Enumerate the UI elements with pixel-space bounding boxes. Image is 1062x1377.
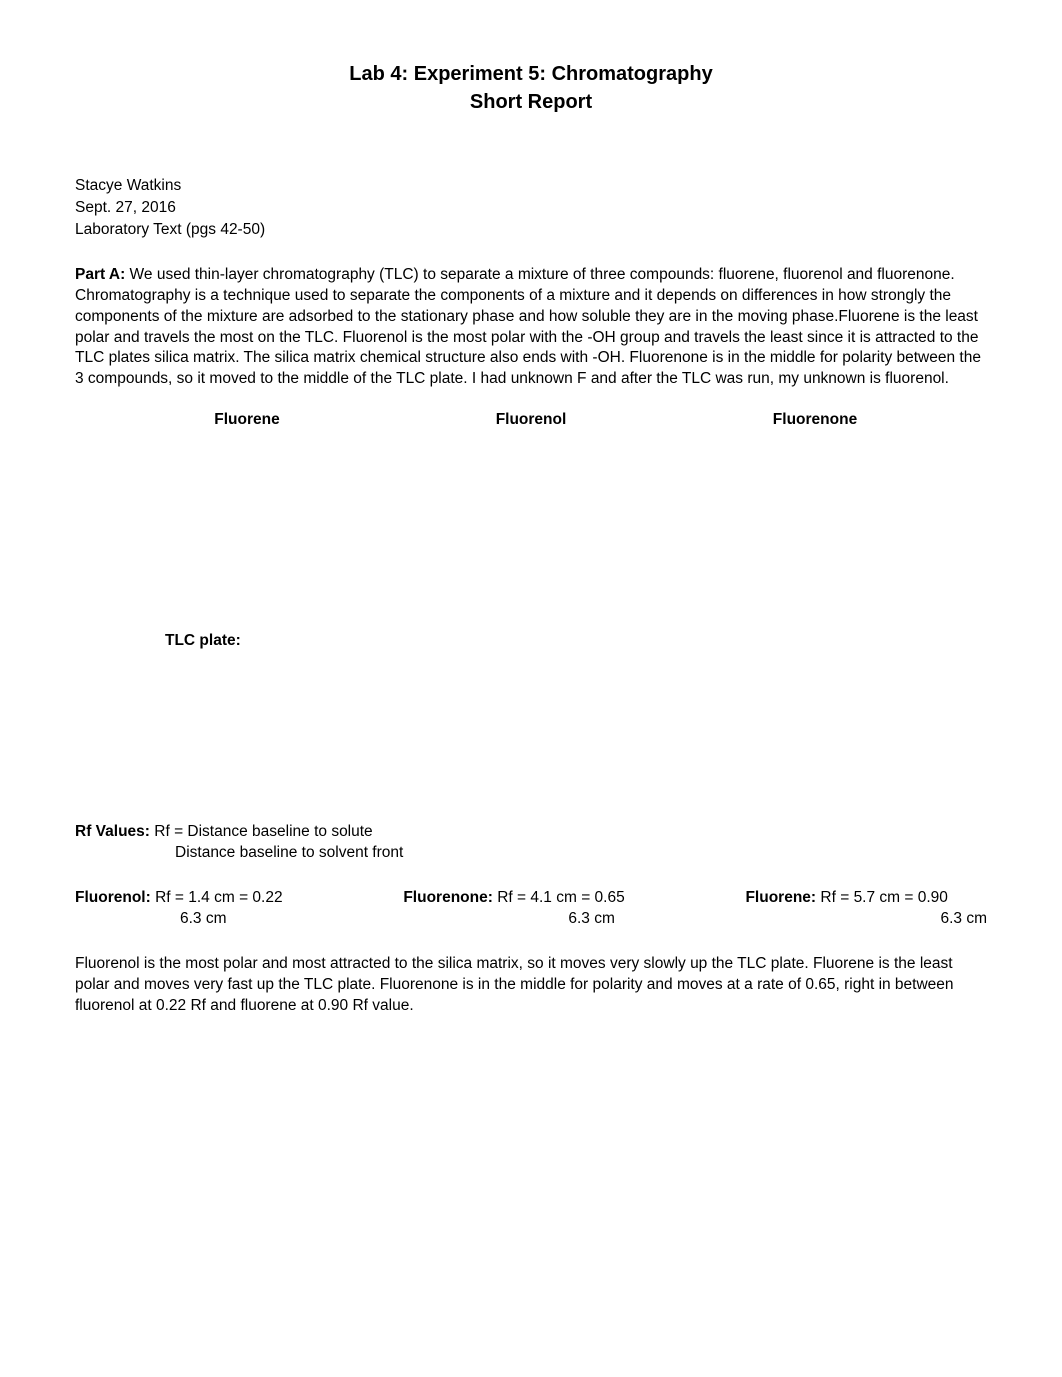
document-title: Lab 4: Experiment 5: Chromatography Shor… — [75, 60, 987, 116]
author-date: Sept. 27, 2016 — [75, 198, 987, 219]
rf-fluorenone-denom: 6.3 cm — [568, 909, 624, 930]
rf-fluorenol-block: Fluorenol: Rf = 1.4 cm = 0.22 6.3 cm — [75, 888, 283, 930]
author-reference: Laboratory Text (pgs 42-50) — [75, 220, 987, 241]
rf-fluorenone-block: Fluorenone: Rf = 4.1 cm = 0.65 6.3 cm — [403, 888, 624, 930]
compound-fluorenone: Fluorenone — [673, 410, 957, 431]
title-line-2: Short Report — [75, 88, 987, 116]
rf-fluorene-denom: 6.3 cm — [940, 909, 987, 930]
rf-formula-numerator: Rf = Distance baseline to solute — [150, 823, 373, 840]
rf-formula-denominator: Distance baseline to solvent front — [175, 843, 987, 864]
rf-fluorenone-name: Fluorenone: — [403, 889, 493, 906]
rf-values-row: Fluorenol: Rf = 1.4 cm = 0.22 6.3 cm Flu… — [75, 888, 987, 930]
compound-labels-row: Fluorene Fluorenol Fluorenone — [75, 410, 987, 431]
rf-fluorene-value: Rf = 5.7 cm = 0.90 — [816, 889, 948, 906]
rf-fluorenone-value: Rf = 4.1 cm = 0.65 — [493, 889, 625, 906]
rf-fluorene-name: Fluorene: — [745, 889, 816, 906]
compound-fluorenol: Fluorenol — [389, 410, 673, 431]
compound-fluorene: Fluorene — [105, 410, 389, 431]
part-a-text: We used thin-layer chromatography (TLC) … — [75, 266, 981, 388]
tlc-plate-label: TLC plate: — [165, 631, 987, 652]
title-line-1: Lab 4: Experiment 5: Chromatography — [75, 60, 987, 88]
part-a-label: Part A: — [75, 266, 125, 283]
rf-fluorenol-name: Fluorenol: — [75, 889, 151, 906]
author-name: Stacye Watkins — [75, 176, 987, 197]
part-a-paragraph: Part A: We used thin-layer chromatograph… — [75, 265, 987, 391]
rf-fluorenol-value: Rf = 1.4 cm = 0.22 — [151, 889, 283, 906]
rf-values-section: Rf Values: Rf = Distance baseline to sol… — [75, 822, 987, 864]
rf-values-label: Rf Values: — [75, 823, 150, 840]
author-block: Stacye Watkins Sept. 27, 2016 Laboratory… — [75, 176, 987, 241]
rf-fluorene-block: Fluorene: Rf = 5.7 cm = 0.90 6.3 cm — [745, 888, 987, 930]
rf-formula-line1: Rf Values: Rf = Distance baseline to sol… — [75, 822, 987, 843]
rf-fluorenol-denom: 6.3 cm — [180, 909, 283, 930]
conclusion-paragraph: Fluorenol is the most polar and most att… — [75, 954, 987, 1017]
